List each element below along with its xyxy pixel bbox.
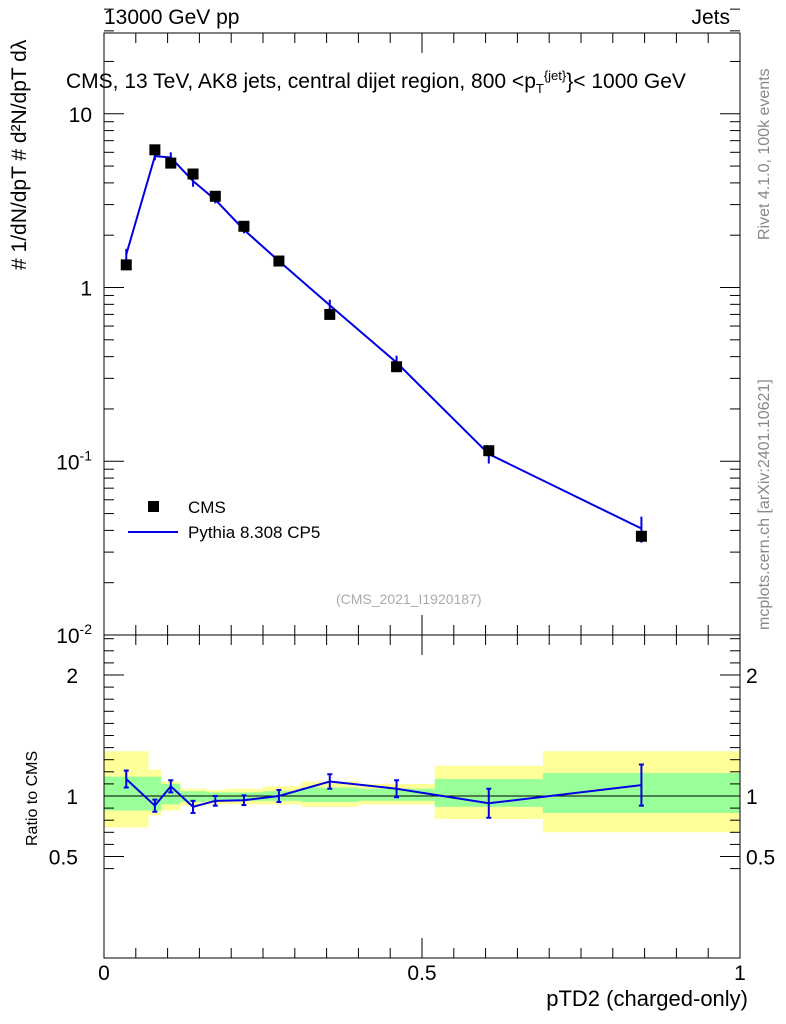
y-tick-label: 10-2 (56, 621, 92, 648)
title-tail: }< 1000 GeV (566, 70, 686, 93)
cms-data-point (324, 308, 336, 320)
legend-cms-label: CMS (188, 498, 226, 517)
ratio-y-tick-label-right: 1 (746, 786, 758, 809)
cms-data-point (120, 259, 132, 271)
ratio-band-inner (180, 791, 206, 803)
title-main: CMS, 13 TeV, AK8 jets, central dijet reg… (66, 70, 536, 93)
title-sup: {jet} (543, 68, 567, 83)
x-axis-label: pTD2 (charged-only) (546, 986, 748, 1011)
cms-data-point (483, 445, 495, 457)
y-tick-label: 1 (80, 278, 92, 301)
cms-data-point (635, 530, 647, 542)
header-process: 13000 GeV pp (104, 6, 240, 29)
cms-data-point (187, 168, 199, 180)
y-tick-label: 10-1 (56, 447, 92, 474)
ratio-y-tick-label-left: 0.5 (49, 847, 78, 870)
cms-data-point (209, 190, 221, 202)
ratio-y-tick-label-left: 2 (66, 665, 78, 688)
mc-series-line (125, 155, 642, 530)
x-tick-label: 0.5 (407, 962, 436, 985)
main-plot-frame (103, 32, 741, 636)
cms-data-point (391, 361, 403, 373)
x-tick-label: 1 (734, 962, 746, 985)
legend-mc-label: Pythia 8.308 CP5 (188, 523, 320, 542)
cms-data-point (165, 157, 177, 169)
cms-data-point (273, 255, 285, 267)
analysis-id-watermark: (CMS_2021_I1920187) (336, 591, 482, 607)
ratio-band-inner (161, 783, 181, 805)
ratio-band-inner (301, 787, 359, 803)
legend-cms-marker (148, 501, 159, 512)
title-sub: T (535, 81, 544, 97)
ratio-y-tick-label-left: 1 (66, 786, 78, 809)
ratio-y-tick-label-right: 0.5 (746, 847, 775, 870)
ratio-y-tick-label-right: 2 (746, 665, 758, 688)
y-tick-label: 10 (69, 104, 92, 127)
header-category: Jets (691, 6, 730, 29)
x-tick-label: 0 (98, 962, 110, 985)
cms-data-point (238, 220, 250, 232)
cms-data-point (149, 144, 161, 156)
plot-title: CMS, 13 TeV, AK8 jets, central dijet reg… (66, 68, 686, 96)
